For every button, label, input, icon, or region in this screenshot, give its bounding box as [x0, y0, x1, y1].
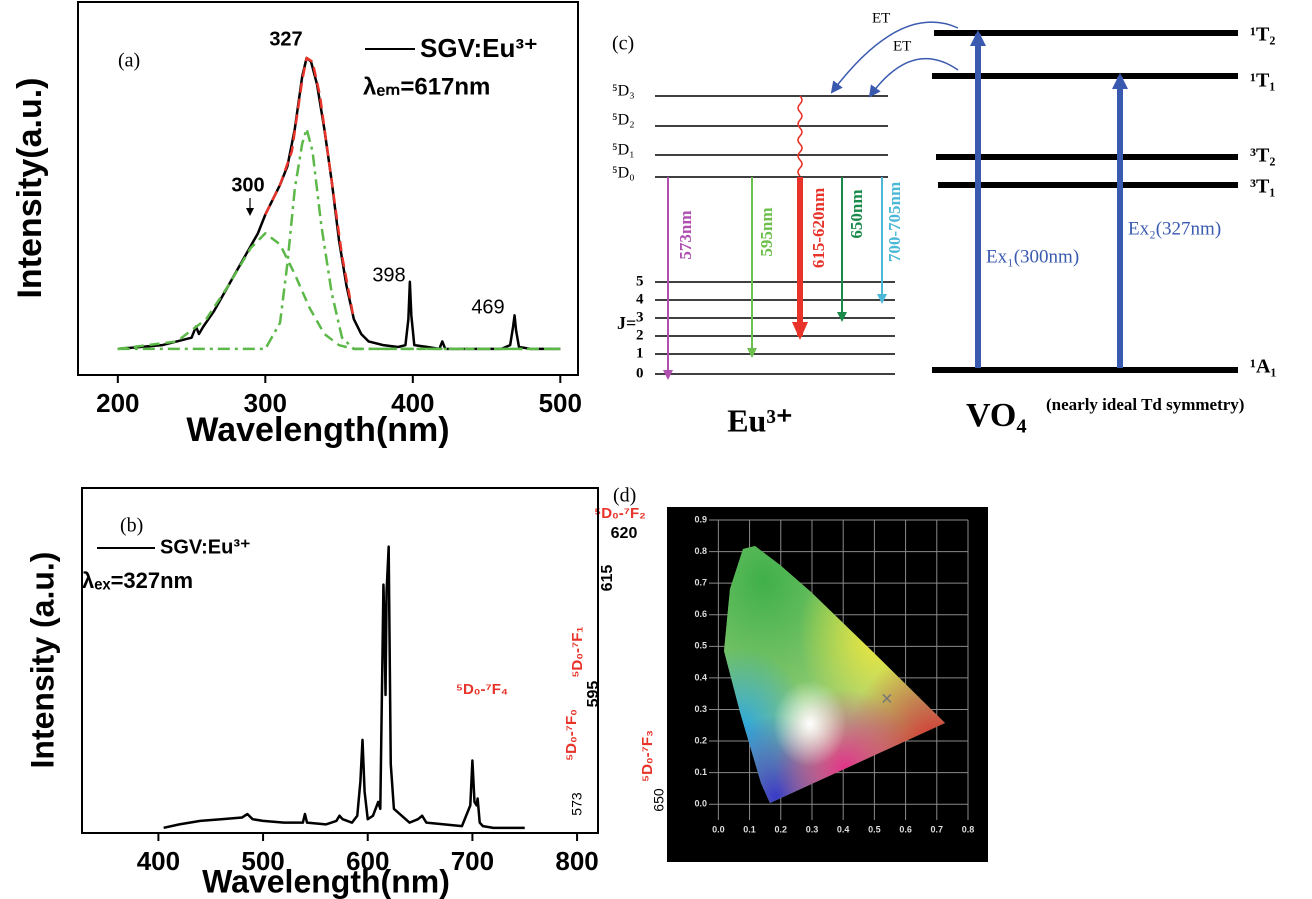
host-note: (nearly ideal Td symmetry) — [1046, 395, 1244, 414]
transition-label: ⁵D₀-⁷F₃ — [639, 730, 656, 782]
series-line — [163, 545, 525, 830]
j-label: 0 — [636, 365, 644, 381]
j-label: 5 — [636, 273, 644, 289]
y-tick-label: 0.1 — [694, 767, 707, 777]
panel-label: (b) — [120, 515, 143, 537]
level-label: ³T₁ — [1250, 176, 1275, 198]
y-tick-label: 0.7 — [694, 578, 707, 588]
transfer-arrow — [868, 57, 959, 98]
transition-label: ⁵D₀-⁷F₄ — [456, 681, 508, 698]
peak-label: 650 — [651, 788, 667, 812]
y-tick-label: 0.9 — [694, 514, 707, 524]
x-tick-label: 400 — [137, 846, 180, 876]
level-label: ¹T₁ — [1250, 70, 1275, 92]
x-tick-label: 0.5 — [868, 824, 881, 834]
x-tick-label: 0.3 — [806, 824, 819, 834]
transition-label: ⁵D₀-⁷F₁ — [569, 626, 586, 677]
peak-label: 615 — [599, 565, 616, 592]
transfer-label: ET — [893, 38, 911, 54]
x-tick-label: 200 — [96, 388, 139, 418]
j-label: 3 — [636, 309, 644, 325]
annotation: 398 — [372, 264, 405, 286]
peak-label: 620 — [611, 525, 638, 542]
level-label: ⁵D₁ — [612, 142, 635, 159]
x-tick-label: 0.2 — [775, 824, 788, 834]
ion-label: Eu³⁺ — [727, 402, 793, 438]
nonradiative-relaxation — [797, 95, 803, 177]
host-label: VO₄ — [966, 397, 1027, 434]
annotation: 469 — [471, 296, 504, 318]
level-label: ⁵D₂ — [612, 112, 635, 129]
y-axis-label: Intensity (a.u.) — [24, 552, 60, 769]
annotation: λₑₘ=617nm — [363, 73, 490, 100]
transition-label: 595nm — [757, 207, 776, 256]
x-tick-label: 500 — [241, 846, 284, 876]
x-tick-label: 0.7 — [931, 824, 944, 834]
x-tick-label: 0.8 — [962, 824, 975, 834]
transition-label: ⁵D₀-⁷F₀ — [563, 709, 580, 761]
annotation: 327 — [269, 28, 302, 50]
plot-frame — [81, 487, 599, 834]
transfer-arrow — [830, 21, 959, 94]
x-tick-label: 600 — [346, 846, 389, 876]
peak-label: 595 — [585, 681, 602, 708]
peak-label: 573 — [569, 792, 585, 816]
level-label: ¹T₂ — [1250, 24, 1275, 46]
transition-label: 650nm — [847, 189, 866, 238]
y-tick-label: 0.6 — [694, 609, 707, 619]
transition-label: 615-620nm — [809, 188, 828, 268]
j-title: J= — [617, 313, 636, 333]
excitation-label: Ex₂(327nm) — [1128, 218, 1221, 239]
annotation: 300 — [231, 174, 264, 196]
annotation: λₑₓ=327nm — [82, 568, 193, 593]
level-label: ⁵D₃ — [612, 83, 635, 100]
x-axis-label: Wavelength(nm) — [186, 411, 449, 449]
excitation-label: Ex₁(300nm) — [986, 246, 1079, 267]
point — [882, 693, 892, 703]
x-tick-label: 300 — [244, 388, 287, 418]
transfer-label: ET — [872, 10, 890, 26]
series-line — [117, 232, 561, 351]
y-tick-label: 0.5 — [694, 641, 707, 651]
y-tick-label: 0.2 — [694, 735, 707, 745]
x-tick-label: 0.0 — [712, 824, 725, 834]
plot-frame — [77, 1, 579, 376]
x-tick-label: 500 — [539, 388, 582, 418]
level-label: ⁵D₀ — [612, 165, 635, 182]
x-tick-label: 0.6 — [899, 824, 912, 834]
series-line — [117, 127, 561, 351]
j-label: 1 — [636, 345, 644, 361]
level-label: ³T₂ — [1250, 145, 1275, 167]
y-tick-label: 0.8 — [694, 546, 707, 556]
y-axis-label: Intensity(a.u.) — [11, 77, 49, 298]
x-axis-label: Wavelength(nm) — [202, 863, 450, 899]
x-tick-label: 0.4 — [837, 824, 850, 834]
y-tick-label: 0.0 — [694, 799, 707, 809]
x-tick-label: 400 — [391, 388, 434, 418]
y-tick-label: 0.4 — [694, 672, 707, 682]
level-label: ¹A₁ — [1250, 356, 1276, 378]
y-tick-label: 0.3 — [694, 704, 707, 714]
x-tick-label: 0.1 — [743, 824, 756, 834]
j-label: 2 — [636, 327, 644, 343]
x-tick-label: 800 — [555, 846, 598, 876]
x-tick-label: 700 — [451, 846, 494, 876]
panel-label: (d) — [613, 485, 636, 507]
panel-label: (a) — [118, 50, 140, 72]
series-line — [264, 56, 356, 320]
j-label: 4 — [636, 291, 644, 307]
transition-label: 573nm — [676, 210, 695, 259]
panel-label: (c) — [612, 33, 634, 55]
transition-label: 700-705nm — [885, 182, 904, 262]
legend-label: SGV:Eu³⁺ — [420, 33, 538, 63]
transition-label: ⁵D₀-⁷F₂ — [594, 505, 646, 522]
legend-label: SGV:Eu³⁺ — [160, 536, 251, 558]
